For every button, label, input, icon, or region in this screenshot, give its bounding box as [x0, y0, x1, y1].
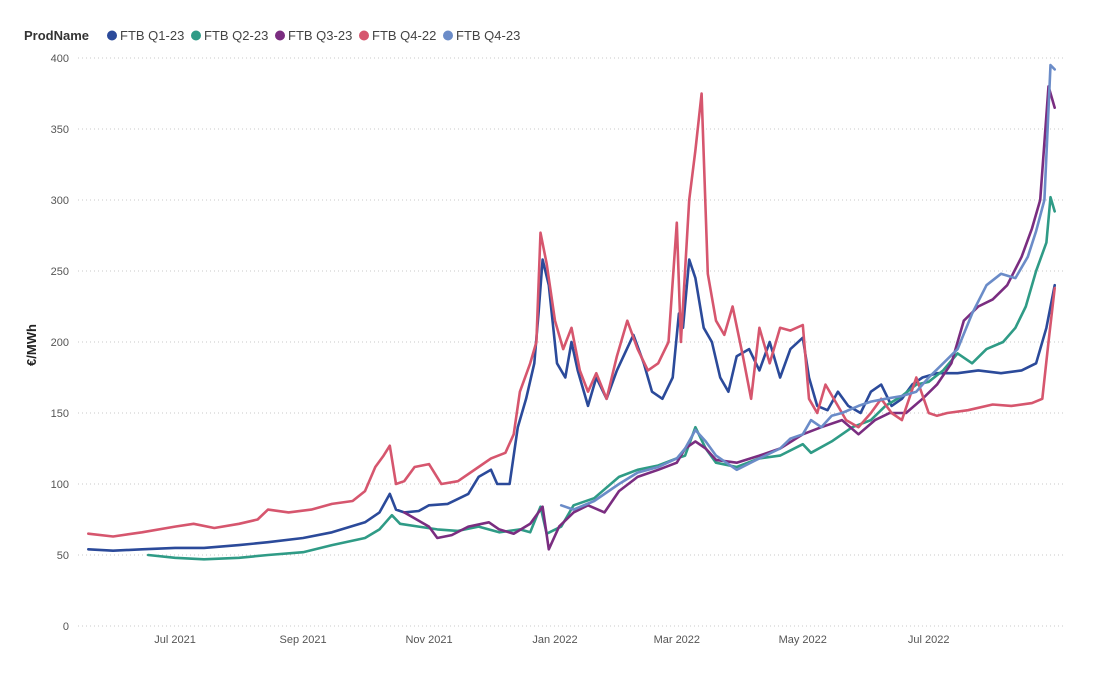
legend-marker[interactable] — [191, 30, 201, 41]
y-tick-label: 350 — [51, 124, 69, 136]
x-tick-label: Mar 2022 — [654, 634, 700, 646]
y-tick-label: 0 — [63, 621, 69, 633]
x-tick-label: May 2022 — [779, 634, 827, 646]
x-tick-label: Sep 2021 — [280, 634, 327, 646]
x-tick-label: Jan 2022 — [532, 634, 577, 646]
legend: ProdName FTB Q1-23 FTB Q2-23 FTB Q3-23 FTB … — [24, 28, 520, 43]
y-tick-label: 200 — [51, 337, 69, 349]
x-tick-label: Nov 2021 — [405, 634, 452, 646]
y-tick-label: 300 — [51, 195, 69, 207]
x-tick-label: Jul 2022 — [908, 634, 950, 646]
y-tick-label: 250 — [51, 266, 69, 278]
legend-marker[interactable] — [443, 30, 453, 41]
legend-title: ProdName — [24, 28, 89, 43]
y-tick-label: 150 — [51, 408, 69, 420]
x-tick-label: Jul 2021 — [154, 634, 196, 646]
y-tick-label: 100 — [51, 479, 69, 491]
legend-item-label[interactable]: FTB Q4-22 — [372, 28, 436, 43]
x-axis: Jul 2021 Sep 2021 Nov 2021 Jan 2022 Mar 2022… — [154, 634, 949, 646]
legend-item-label[interactable]: FTB Q2-23 — [204, 28, 268, 43]
legend-item-label[interactable]: FTB Q1-23 — [120, 28, 184, 43]
y-axis: €/MWh 0 50 100 150 200 250 300 350 400 — [24, 53, 69, 633]
gridlines — [78, 57, 1065, 627]
y-tick-label: 50 — [57, 550, 69, 562]
series-lines — [87, 63, 1056, 561]
legend-marker[interactable] — [107, 30, 117, 41]
legend-marker[interactable] — [275, 30, 285, 41]
legend-item-label[interactable]: FTB Q4-23 — [456, 28, 520, 43]
series-line-ftb-q2-23[interactable] — [146, 195, 1056, 561]
series-line-ftb-q4-22[interactable] — [87, 92, 1056, 538]
series-line-ftb-q4-23[interactable] — [559, 63, 1056, 511]
legend-item-label[interactable]: FTB Q3-23 — [288, 28, 352, 43]
y-axis-label: €/MWh — [24, 324, 39, 366]
y-tick-label: 400 — [51, 53, 69, 65]
series-line-ftb-q1-23[interactable] — [87, 258, 1056, 552]
legend-marker[interactable] — [359, 30, 369, 41]
